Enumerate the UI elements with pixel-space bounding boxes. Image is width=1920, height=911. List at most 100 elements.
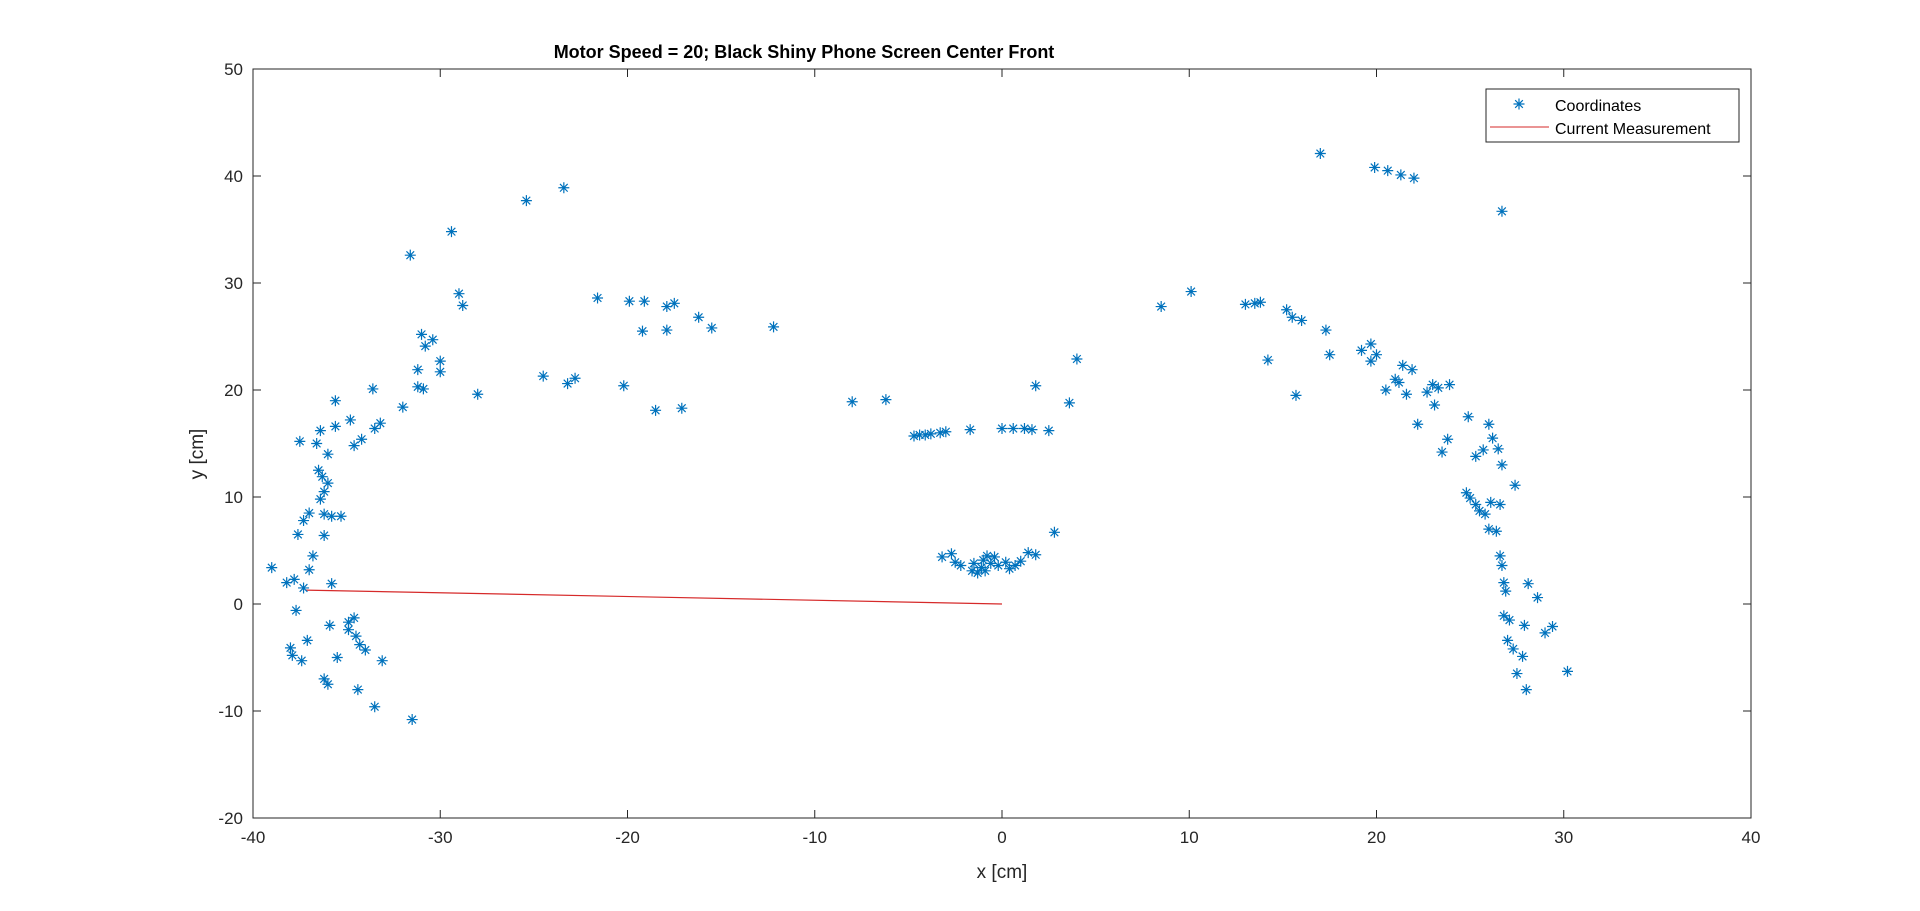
scatter-point [404, 249, 416, 261]
scatter-point [914, 429, 926, 441]
scatter-point [1522, 578, 1534, 590]
scatter-point [537, 370, 549, 382]
scatter-point [322, 448, 334, 460]
scatter-point [335, 510, 347, 522]
scatter-point [964, 424, 976, 436]
scatter-point [286, 649, 298, 661]
scatter-point [416, 328, 428, 340]
scatter-point [977, 554, 989, 566]
scatter-point [1462, 411, 1474, 423]
scatter-point [1427, 379, 1439, 391]
scatter-point [1436, 446, 1448, 458]
legend-label-coordinates: Coordinates [1555, 98, 1641, 115]
scatter-point [1502, 634, 1514, 646]
x-tick-label: -30 [428, 828, 453, 847]
scatter-point [1296, 314, 1308, 326]
scatter-point [434, 355, 446, 367]
scatter-point [1239, 298, 1251, 310]
scatter-point [294, 435, 306, 447]
x-tick-label: 0 [997, 828, 1006, 847]
scatter-point [427, 334, 439, 346]
scatter-point [374, 417, 386, 429]
scatter-point [348, 440, 360, 452]
scatter-point [419, 340, 431, 352]
scatter-point [266, 562, 278, 574]
scatter-point [1473, 505, 1485, 517]
scatter-point [453, 288, 465, 300]
scatter-point [1517, 650, 1529, 662]
scatter-point [1496, 205, 1508, 217]
scatter-point [1494, 550, 1506, 562]
scatter-point [1030, 549, 1042, 561]
scatter-point [354, 639, 366, 651]
scatter-point [1487, 432, 1499, 444]
scatter-point [981, 550, 993, 562]
legend-box [1485, 88, 1740, 143]
scatter-point [1460, 487, 1472, 499]
scatter-point [344, 414, 356, 426]
scatter-point [296, 655, 308, 667]
scatter-point [592, 292, 604, 304]
scatter-point [623, 295, 635, 307]
scatter-point [322, 678, 334, 690]
scatter-point [1483, 418, 1495, 430]
legend-asterisk [1513, 98, 1525, 110]
scatter-point [846, 396, 858, 408]
scatter-point [1254, 296, 1266, 308]
scatter-point [636, 325, 648, 337]
x-axis: -40 -30 -20 -10 0 10 20 30 40 [241, 69, 1760, 847]
x-tick-label: 20 [1367, 828, 1386, 847]
scatter-point [1408, 172, 1420, 184]
scatter-point [434, 366, 446, 378]
axes-box [252, 68, 1752, 819]
scatter-point [562, 378, 574, 390]
scatter-point [908, 430, 920, 442]
plot-area: -20 -10 0 10 20 30 40 50 -40 -30 -20 -10 0 10 20 30 40 [218, 60, 1760, 847]
scatter-point [1155, 301, 1167, 313]
scatter-point [945, 548, 957, 560]
scatter-point [314, 493, 326, 505]
scatter-point [329, 420, 341, 432]
scatter-point [303, 507, 315, 519]
scatter-point [949, 556, 961, 568]
series-current-measurement [305, 589, 1003, 605]
scatter-point [1382, 165, 1394, 177]
scatter-point [1464, 492, 1476, 504]
scatter-point [661, 301, 673, 313]
current-measurement-line [305, 589, 1003, 605]
scatter-point [1485, 496, 1497, 508]
scatter-point [1500, 585, 1512, 597]
scatter-point [329, 395, 341, 407]
y-tick-label: -10 [218, 702, 243, 721]
legend-marker-coordinates [1513, 98, 1525, 110]
scatter-point [412, 364, 424, 376]
scatter-point [1022, 547, 1034, 559]
scatter-point [768, 321, 780, 333]
scatter-point [1532, 592, 1544, 604]
scatter-point [1518, 619, 1530, 631]
scatter-point [292, 528, 304, 540]
scatter-point [650, 404, 662, 416]
scatter-point [1477, 444, 1489, 456]
scatter-point [1470, 498, 1482, 510]
scatter-point [288, 573, 300, 585]
scatter-point [356, 433, 368, 445]
scatter-point [979, 565, 991, 577]
scatter-point [936, 551, 948, 563]
scatter-point [281, 577, 293, 589]
scatter-point [1048, 526, 1060, 538]
scatter-point [1509, 479, 1521, 491]
scatter-point [1356, 344, 1368, 356]
scatter-point [1003, 563, 1015, 575]
scatter-point [326, 578, 338, 590]
y-tick-label: -20 [218, 809, 243, 828]
scatter-point [1063, 397, 1075, 409]
scatter-point [1397, 359, 1409, 371]
scatter-point [1043, 425, 1055, 437]
scatter-point [342, 624, 354, 636]
scatter-point [284, 642, 296, 654]
scatter-point [1520, 684, 1532, 696]
scatter-point [985, 557, 997, 569]
scatter-point [1009, 559, 1021, 571]
